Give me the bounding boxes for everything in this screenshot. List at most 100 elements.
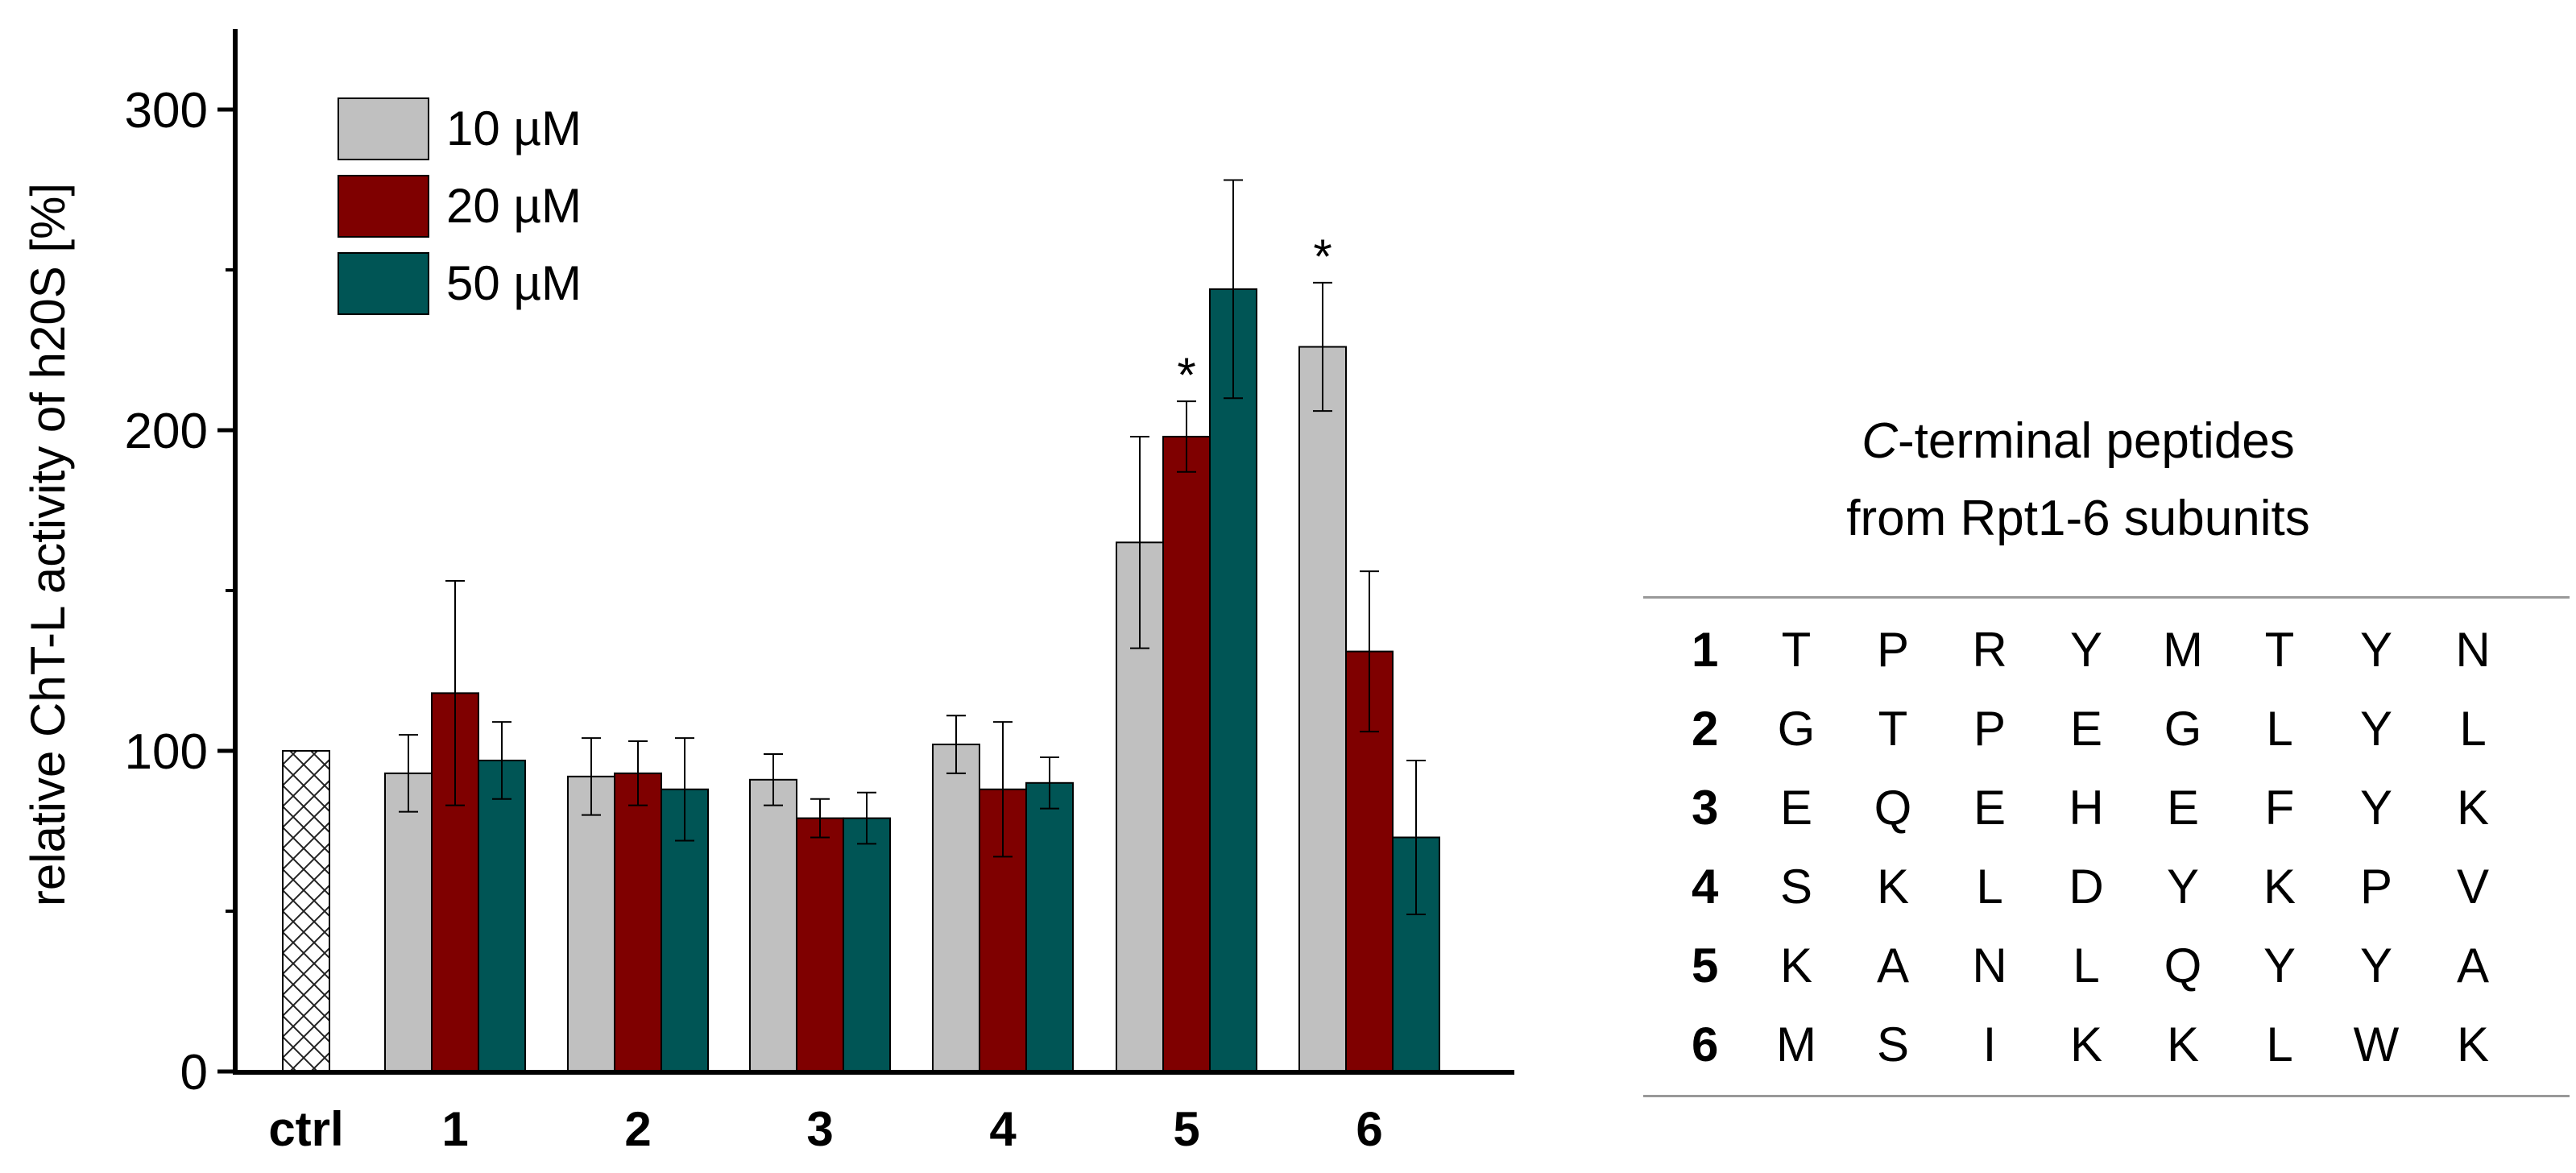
y-tick-label: 100 [125,724,208,780]
bar-2-series-1 [567,775,615,1073]
peptide-residue: Q [2164,938,2202,993]
peptide-residue: M [2163,622,2203,677]
y-tick-label: 200 [125,404,208,459]
peptide-residue: P [1973,701,2007,756]
peptide-residue: Y [2069,622,2103,677]
peptide-residue: P [1876,622,1910,677]
legend-label-2: 20 µM [446,179,582,233]
peptide-residue: L [1976,859,2003,914]
y-tick-label: 300 [125,83,208,139]
peptide-row-1: 1 T P R Y M T Y N [1643,610,2570,689]
bar-6-series-1 [1298,346,1347,1072]
bar-ctrl [282,750,330,1072]
legend: 10 µM 20 µM 50 µM [338,97,582,315]
legend-label-3: 50 µM [446,256,582,310]
significance-marker: * [1313,230,1331,284]
peptide-residue: E [1779,780,1813,835]
peptide-residue: K [2456,1017,2490,1071]
peptide-residue: T [2264,622,2295,677]
peptide-residue: D [2069,859,2104,914]
peptide-residue: M [1776,1017,1816,1071]
bar-1-series-1 [384,772,433,1072]
peptide-row-5: 5 K A N L Q Y Y A [1643,926,2570,1005]
y-axis-label: relative ChT-L activity of h20S [%] [21,183,75,906]
peptide-residue: F [2264,780,2295,835]
bar-5-series-2 [1162,435,1211,1072]
peptide-residue: Y [2359,622,2393,677]
bar-1-series-3 [478,759,526,1072]
bar-4-series-1 [932,744,980,1072]
peptide-residue: S [1779,859,1813,914]
legend-swatch-2 [338,175,429,238]
peptide-residue: L [2266,701,2293,756]
peptide-residue: G [2164,701,2202,756]
peptide-row-number: 3 [1692,780,1719,835]
peptide-row-number: 5 [1692,938,1719,993]
x-tick-label-4: 4 [989,1102,1017,1156]
x-tick-label-6: 6 [1356,1102,1382,1156]
x-tick-label-ctrl: ctrl [268,1102,343,1156]
peptide-residue: N [1972,938,2007,993]
legend-swatch-1 [338,97,429,160]
y-tick-label: 0 [180,1045,208,1100]
error-bars-layer [399,179,1426,915]
x-tick-label-2: 2 [624,1102,651,1156]
x-tick-label-1: 1 [441,1102,468,1156]
peptide-row-number: 4 [1692,859,1719,914]
peptide-row-6: 6 M S I K K L W K [1643,1005,2570,1084]
peptide-residue: G [1777,701,1816,756]
peptide-residue: T [1781,622,1812,677]
peptide-residue: E [2166,780,2200,835]
peptide-table-title-rest: -terminal peptides [1897,413,2295,469]
peptide-residue: W [2353,1017,2400,1071]
legend-label-1: 10 µM [446,102,582,155]
peptide-residue: Y [2359,701,2393,756]
bar-4-series-3 [1025,781,1074,1072]
peptide-residue: Y [2263,938,2296,993]
peptide-residue: K [2263,859,2296,914]
peptide-residue: E [2069,701,2103,756]
peptide-row-4: 4 S K L D Y K P V [1643,847,2570,926]
peptide-residue: P [2359,859,2393,914]
peptide-residue: S [1876,1017,1910,1071]
peptide-residue: K [2166,1017,2200,1071]
peptide-residue: Q [1874,780,1912,835]
peptide-table-title: C-terminal peptides [1587,403,2570,480]
peptide-residue: V [2456,859,2490,914]
bar-3-series-2 [796,817,844,1073]
peptide-row-2: 2 G T P E G L Y L [1643,689,2570,768]
peptide-residue: L [2073,938,2100,993]
bar-chart: * * 0 100 200 300 ctrl 1 2 3 4 5 6 10 µM 20 µM 50 µM r… [21,29,1514,1156]
peptide-row-3: 3 E Q E H E F Y K [1643,768,2570,847]
bar-2-series-2 [614,772,662,1072]
peptide-residue: A [1876,938,1910,993]
x-tick-label-5: 5 [1173,1102,1199,1156]
peptide-residue: T [1878,701,1908,756]
significance-marker: * [1177,348,1195,402]
peptide-residue: L [2459,701,2487,756]
bars-layer [282,288,1440,1073]
peptide-residue: R [1972,622,2007,677]
peptide-residue: H [2069,780,2104,835]
peptide-row-number: 1 [1692,622,1719,677]
peptide-residue: K [1779,938,1813,993]
peptide-residue: L [2266,1017,2293,1071]
bar-3-series-3 [843,817,891,1073]
peptide-table-subtitle: from Rpt1-6 subunits [1846,491,2310,546]
peptide-residue: N [2455,622,2491,677]
peptide-residue: I [1982,1017,1997,1071]
peptide-residue: A [2456,938,2490,993]
peptide-residue: E [1973,780,2007,835]
legend-swatch-3 [338,252,429,315]
peptide-row-number: 2 [1692,701,1719,756]
peptide-residue: Y [2359,780,2393,835]
bar-3-series-1 [749,778,797,1072]
axes-layer: * * 0 100 200 300 ctrl 1 2 3 4 5 6 [125,29,1514,1156]
bar-5-series-3 [1209,288,1257,1072]
peptide-table-panel: C-terminal peptides from Rpt1-6 subunits… [1643,403,2570,1097]
peptide-residue: K [1876,859,1910,914]
peptide-table-title-italic: C [1862,413,1898,469]
peptide-residue: K [2069,1017,2103,1071]
peptide-residue: Y [2166,859,2200,914]
